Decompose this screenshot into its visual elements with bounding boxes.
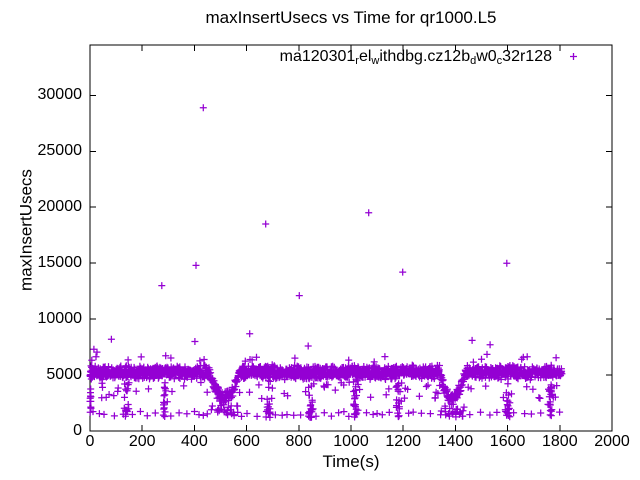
legend-label-segment: w0 [476,48,497,65]
legend-label-segment: ithdbg.cz12b [379,48,471,65]
x-axis-label: Time(s) [322,452,380,471]
y-tick-label: 5000 [46,366,82,384]
x-tick-label: 400 [181,433,208,450]
legend-label-subscript: d [470,55,477,67]
x-tick-label: 1400 [437,433,474,450]
y-tick-label: 25000 [37,142,83,160]
chart-title: maxInsertUsecs vs Time for qr1000.L5 [205,8,497,27]
x-tick-label: 600 [233,433,260,450]
y-tick-label: 0 [73,422,82,439]
x-tick-label: 800 [285,433,313,450]
y-tick-label: 20000 [37,198,83,216]
legend-label-segment: el [358,48,372,65]
point-marker-icon [570,53,577,60]
x-tick-label: 1000 [333,433,369,450]
x-tick-label: 1800 [542,433,578,450]
legend: ma120301relwithdbg.cz12bdw0c32r128 [279,48,581,67]
y-tick-label: 15000 [37,254,83,272]
legend-label-subscript: r [355,55,359,67]
legend-label-subscript: c [496,55,503,67]
legend-label-segment: 32r128 [502,48,552,65]
x-tick-label: 1200 [385,433,421,450]
x-tick-label: 0 [85,433,95,450]
x-tick-label: 2000 [594,433,630,450]
y-tick-label: 30000 [37,86,83,104]
y-tick-label: 10000 [37,310,83,328]
x-tick-label: 200 [128,433,156,450]
scatter-points [86,104,566,421]
legend-series-label: ma120301relwithdbg.cz12bdw0c32r128 [279,48,552,67]
legend-label-subscript: w [371,55,380,67]
x-tick-label: 1600 [489,433,526,450]
legend-label-segment: ma120301 [279,48,356,65]
